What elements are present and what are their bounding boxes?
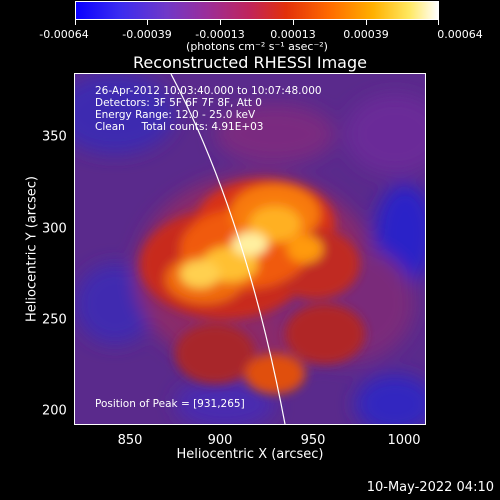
colorbar-tick-label: -0.00013 [195, 28, 245, 41]
colorbar-units: (photons cm⁻² s⁻¹ asec⁻²) [186, 40, 328, 53]
rhessi-image [75, 74, 425, 424]
x-tick-label: 850 [117, 433, 143, 448]
info-line-time: 26-Apr-2012 10:03:40.000 to 10:07:48.000 [95, 85, 322, 97]
colorbar-tick-label: -0.00064 [39, 28, 89, 41]
y-tick-label: 350 [42, 129, 67, 145]
rhessi-image-panel: 26-Apr-2012 10:03:40.000 to 10:07:48.000… [74, 73, 426, 425]
colorbar-tick [75, 20, 76, 25]
x-tick-label: 900 [207, 433, 233, 448]
plot-title: Reconstructed RHESSI Image [133, 53, 367, 72]
colorbar-tick [438, 20, 439, 25]
colorbar-tick [220, 20, 221, 25]
peak-position-label: Position of Peak = [931,265] [95, 398, 245, 410]
y-tick-label: 250 [42, 312, 67, 328]
y-axis-label: Heliocentric Y (arcsec) [24, 176, 40, 322]
colorbar-tick-label: 0.00013 [270, 28, 316, 41]
colorbar-tick-label: -0.00039 [122, 28, 172, 41]
x-axis-label: Heliocentric X (arcsec) [176, 447, 324, 462]
x-tick-label: 950 [300, 433, 326, 448]
colorbar-tick [366, 20, 367, 25]
colorbar-tick-label: 0.00064 [437, 28, 483, 41]
y-tick-label: 300 [42, 221, 67, 237]
colorbar-tick [147, 20, 148, 25]
x-tick-label: 1000 [387, 433, 421, 448]
solar-limb-line [170, 74, 286, 424]
colorbar-tick [293, 20, 294, 25]
y-tick-label: 200 [42, 403, 67, 419]
timestamp: 10-May-2022 04:10 [366, 480, 494, 495]
info-line-counts: Clean Total counts: 4.91E+03 [95, 121, 264, 133]
info-line-detectors: Detectors: 3F 5F 6F 7F 8F, Att 0 [95, 97, 262, 109]
colorbar [75, 1, 439, 20]
info-line-energy: Energy Range: 12.0 - 25.0 keV [95, 109, 256, 121]
colorbar-tick-label: 0.00039 [343, 28, 389, 41]
